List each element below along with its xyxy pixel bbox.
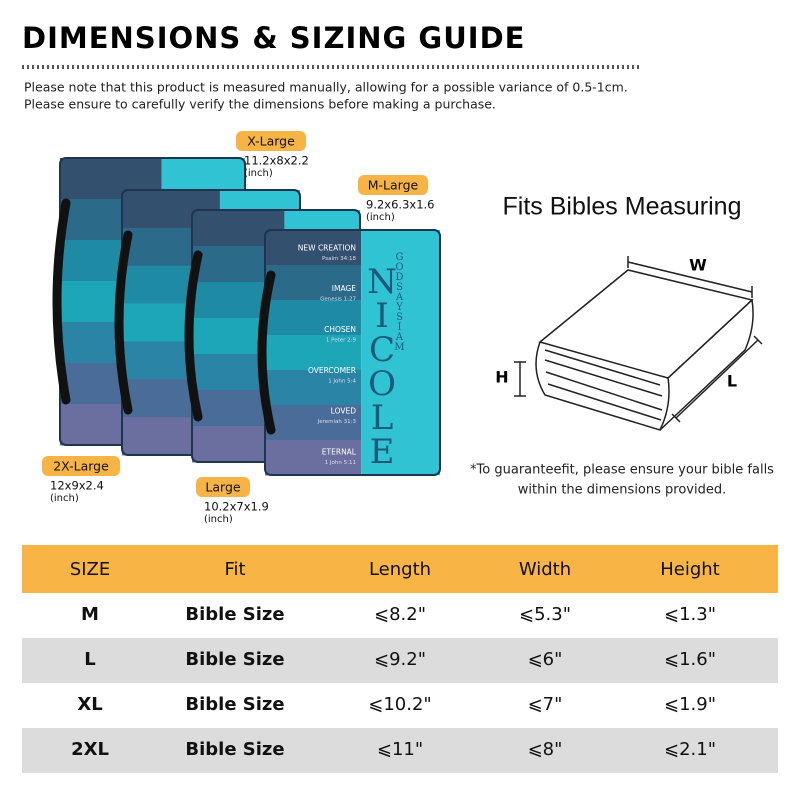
row-bg: [22, 728, 778, 773]
note: Please ensure to carefully verify the di…: [24, 97, 496, 112]
cell: ⩽10.2": [368, 694, 431, 715]
verse-word: CHOSEN: [324, 325, 356, 334]
size-unit: (inch): [204, 514, 233, 525]
strap: [114, 230, 133, 415]
cell: M: [81, 604, 99, 625]
verse-word: IMAGE: [332, 284, 356, 293]
w-label: W: [689, 256, 707, 275]
strap: [257, 270, 276, 435]
verse-ref: Psalm 34:18: [322, 256, 356, 262]
size-name: X-Large: [247, 134, 295, 149]
footnote: within the dimensions provided.: [518, 483, 726, 498]
cell: XL: [77, 694, 102, 715]
cover-stripe: [265, 230, 362, 266]
verse-ref: Jeremiah 31:3: [317, 419, 357, 425]
size-name: Large: [205, 480, 240, 495]
column-header: Fit: [224, 559, 245, 580]
cell: 2XL: [71, 739, 109, 760]
cover: NEW CREATION Psalm 34:18 IMAGE Genesis 1:27…: [257, 229, 441, 476]
cell: Bible Size: [185, 739, 284, 760]
size-labels: X-Large11.2x8x2.2(inch)M-Large9.2x6.3x1.…: [42, 131, 434, 525]
size-tag: [42, 456, 120, 476]
cell: ⩽8": [528, 739, 563, 760]
size-unit: (inch): [366, 212, 395, 223]
size-dims: 11.2x8x2.2: [244, 154, 309, 168]
size-tag: [196, 477, 250, 497]
row-bg: [22, 593, 778, 638]
cover-stripe: [265, 370, 362, 406]
size-dims: 9.2x6.3x1.6: [366, 198, 434, 212]
size-name: 2X-Large: [53, 459, 109, 474]
row-bg: [22, 638, 778, 683]
cover-stripe: [265, 265, 362, 301]
cover-spine: [361, 230, 440, 475]
strap: [184, 250, 203, 422]
cover-name: NICOLE: [362, 262, 402, 466]
cover-stripe: [265, 300, 362, 336]
cell: ⩽8.2": [374, 604, 426, 625]
cell: ⩽9.2": [374, 649, 426, 670]
cover-stripe: [265, 405, 362, 441]
cell: ⩽11": [377, 739, 423, 760]
cell: ⩽6": [528, 649, 563, 670]
cell: Bible Size: [185, 604, 284, 625]
size-name: M-Large: [368, 178, 419, 193]
verse-ref: Genesis 1:27: [320, 297, 356, 303]
cell: ⩽1.6": [664, 649, 716, 670]
column-header: Length: [369, 559, 431, 580]
size-dims: 12x9x2.4: [50, 479, 104, 493]
cell: ⩽5.3": [519, 604, 571, 625]
strap: [52, 198, 71, 405]
size-table: SIZE Fit Length Width Height M Bible Size ⩽8.2"…: [22, 545, 778, 773]
cover-stripe: [265, 440, 362, 476]
h-label: H: [495, 368, 508, 387]
cover-stripe: [265, 335, 362, 371]
size-tag: [358, 175, 428, 195]
column-header: Width: [519, 559, 571, 580]
cell: ⩽2.1": [664, 739, 716, 760]
title: DIMENSIONS & SIZING GUIDE: [22, 21, 525, 55]
size-unit: (inch): [244, 168, 273, 179]
verse-word: LOVED: [331, 407, 357, 416]
verse-word: NEW CREATION: [298, 243, 356, 252]
verse-word: ETERNAL: [322, 448, 357, 457]
cell: Bible Size: [185, 694, 284, 715]
size-unit: (inch): [50, 493, 79, 504]
verse-word: OVERCOMER: [308, 366, 356, 375]
l-label: L: [727, 372, 737, 391]
table-header-bg: [22, 545, 778, 593]
footnote: *To guaranteefit, please ensure your bib…: [470, 463, 774, 478]
cell: ⩽7": [528, 694, 563, 715]
verse-ref: 1 John 5:4: [328, 378, 356, 384]
diagram-title: Fits Bibles Measuring: [503, 193, 742, 221]
row-bg: [22, 683, 778, 728]
book-drawing: [514, 256, 763, 431]
note: Please note that this product is measure…: [24, 80, 628, 95]
size-tag: [236, 131, 306, 151]
column-header: Height: [660, 559, 720, 580]
cell: ⩽1.9": [664, 694, 716, 715]
verse-ref: 1 Peter 2:9: [326, 338, 357, 344]
size-dims: 10.2x7x1.9: [204, 500, 269, 514]
cell: Bible Size: [185, 649, 284, 670]
column-header: SIZE: [70, 559, 110, 580]
cell: L: [84, 649, 95, 670]
verse-ref: 1 John 5:11: [325, 460, 356, 466]
cell: ⩽1.3": [664, 604, 716, 625]
covers: NEW CREATION Psalm 34:18 IMAGE Genesis 1:27…: [52, 157, 441, 476]
cover-side-text: GODSAYSIAM: [394, 252, 405, 352]
